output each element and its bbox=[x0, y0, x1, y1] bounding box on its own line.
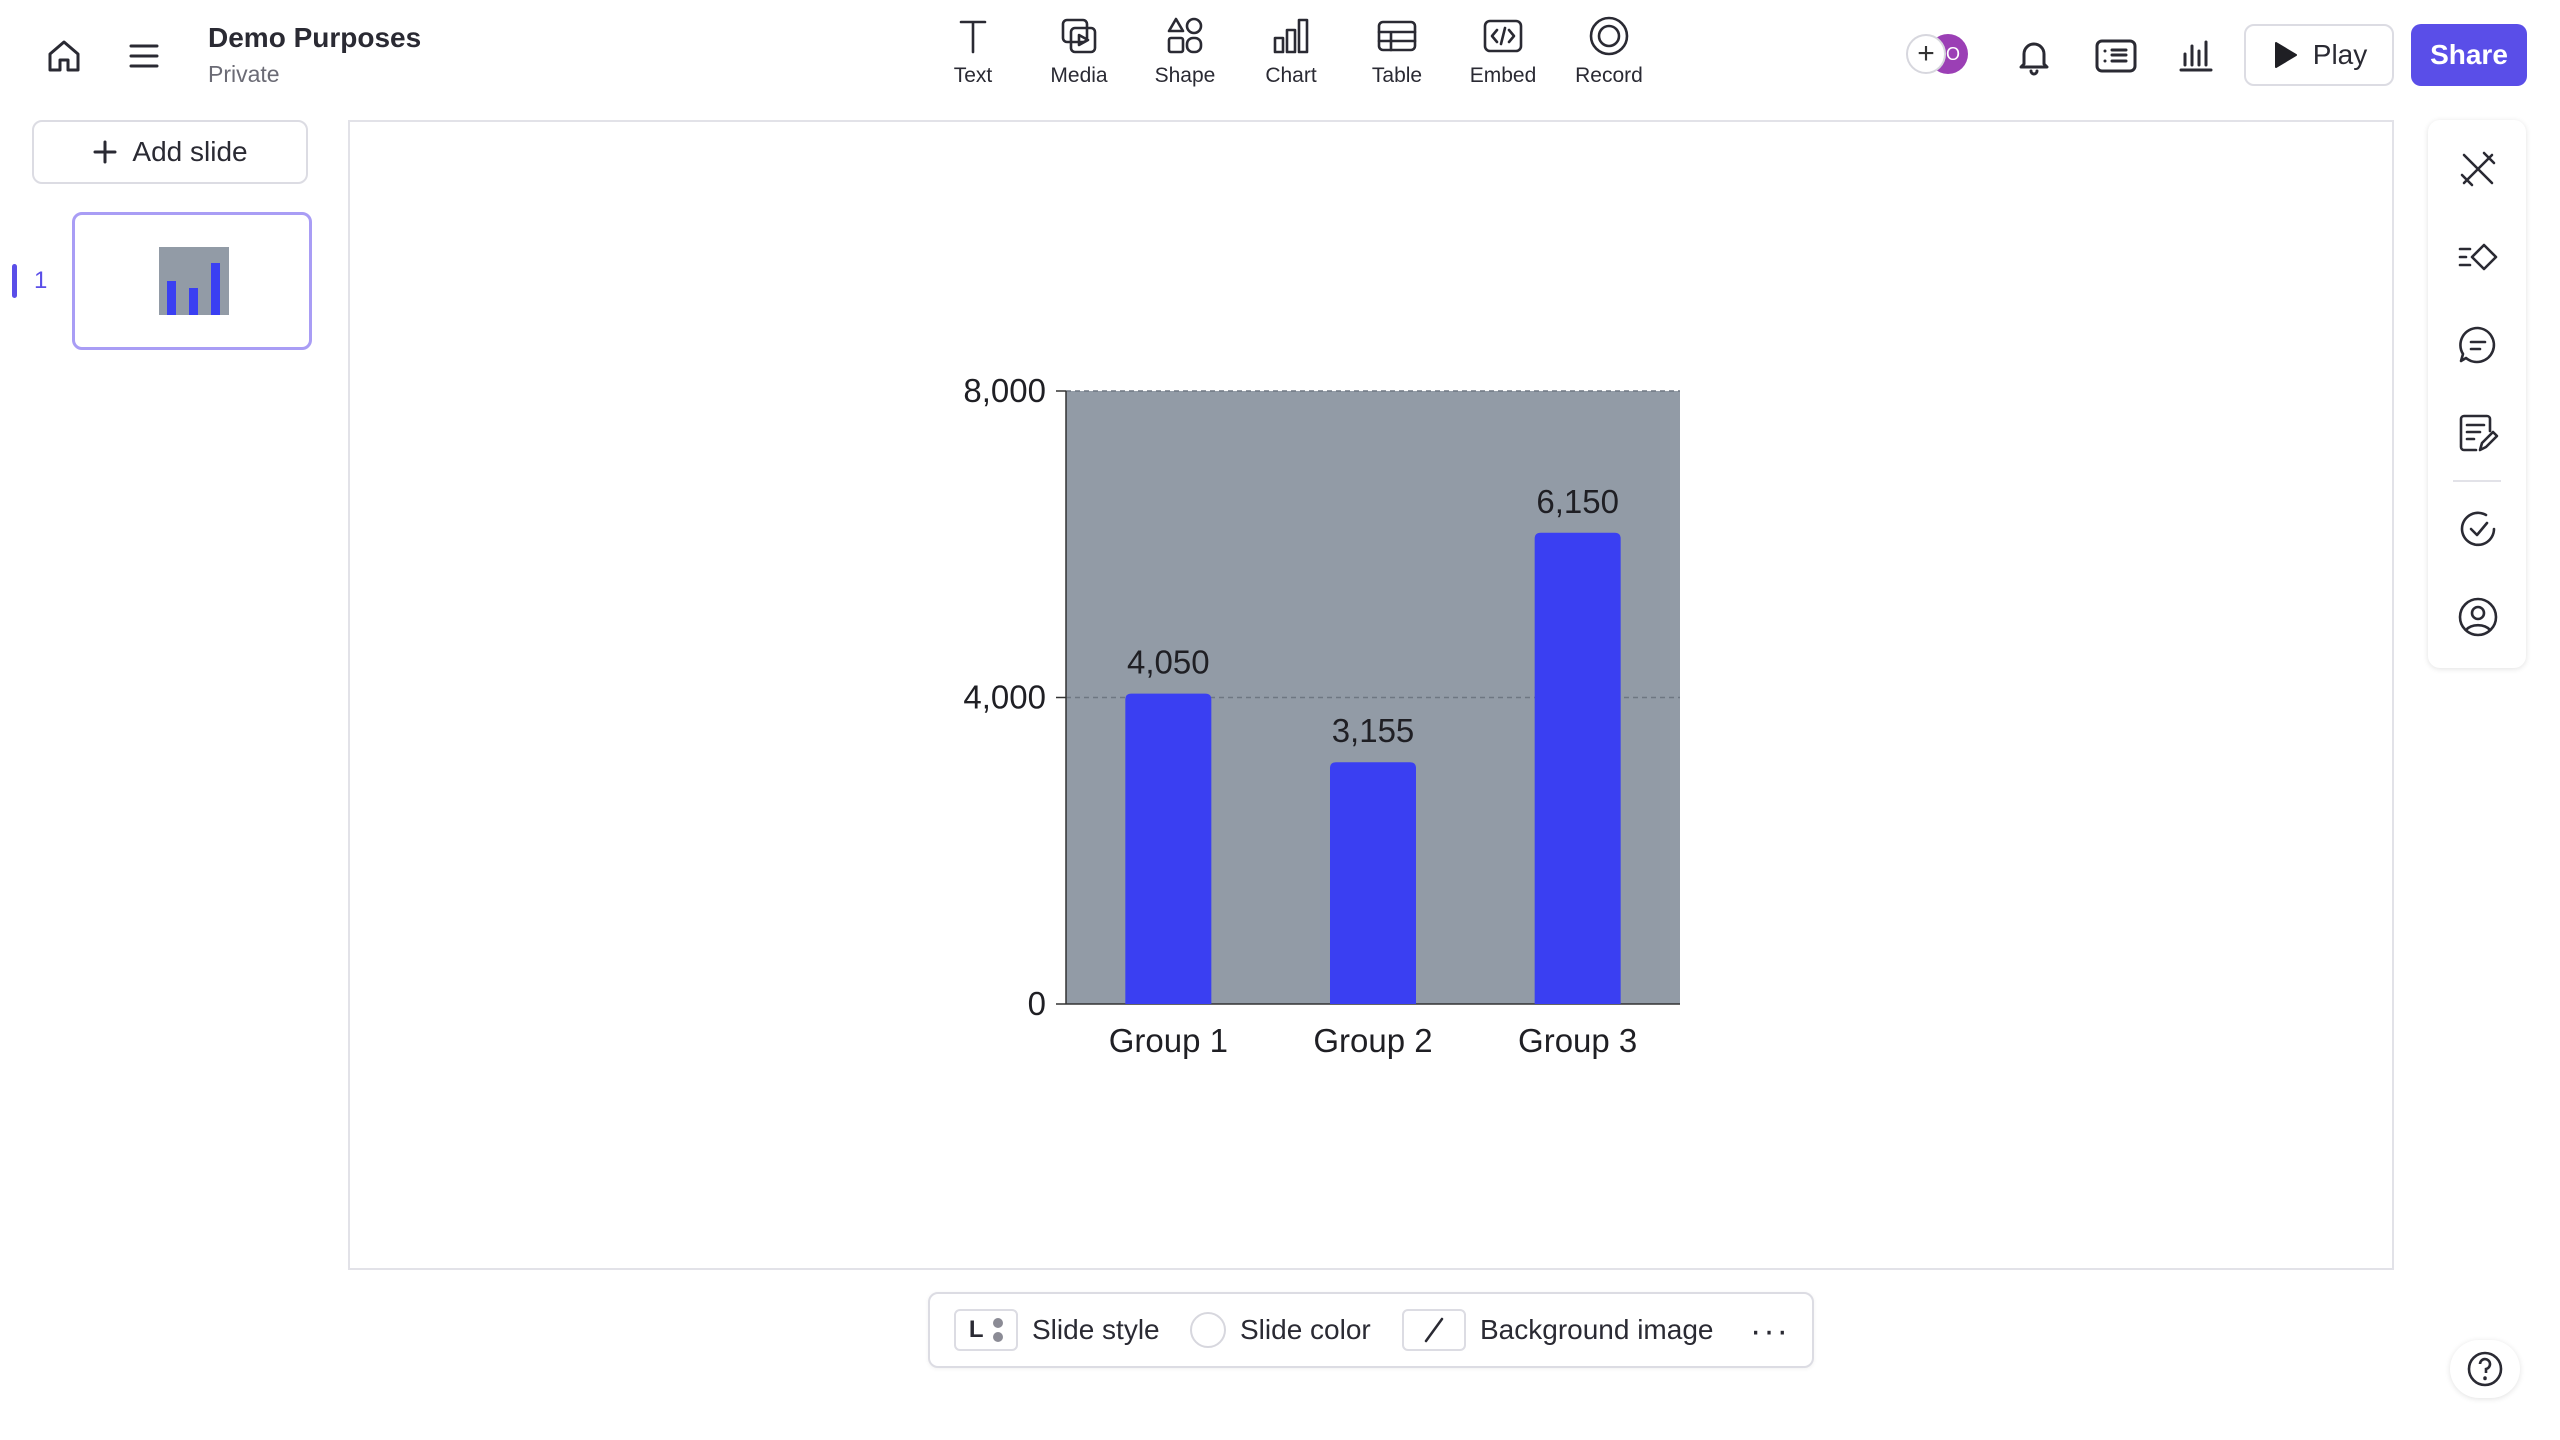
tool-embed[interactable]: Embed bbox=[1450, 14, 1556, 98]
tool-label: Chart bbox=[1265, 64, 1317, 87]
tool-chart[interactable]: Chart bbox=[1238, 14, 1344, 98]
top-bar: Demo Purposes Private Text Media Shape C… bbox=[0, 0, 2560, 112]
user-icon[interactable] bbox=[2455, 594, 2501, 640]
bar bbox=[1125, 693, 1212, 1004]
add-slide-label: Add slide bbox=[132, 136, 248, 167]
interactions-icon[interactable] bbox=[2455, 234, 2501, 280]
bell-icon[interactable] bbox=[2010, 32, 2058, 80]
tool-media[interactable]: Media bbox=[1026, 14, 1132, 98]
slide-style-label: Slide style bbox=[1032, 1314, 1160, 1345]
right-rail bbox=[2428, 120, 2526, 668]
background-image-button[interactable]: Background image bbox=[1402, 1294, 1713, 1366]
menu-icon[interactable] bbox=[120, 34, 168, 78]
comments-icon[interactable] bbox=[2455, 322, 2501, 368]
slide-color-label: Slide color bbox=[1240, 1314, 1371, 1345]
document-title[interactable]: Demo Purposes bbox=[208, 22, 422, 53]
slide-settings-toolbar: L Slide style Slide color Background ima… bbox=[928, 1292, 1814, 1368]
home-icon[interactable] bbox=[40, 34, 88, 78]
play-label: Play bbox=[2312, 39, 2368, 70]
tool-text[interactable]: Text bbox=[920, 14, 1026, 98]
record-icon bbox=[1589, 16, 1629, 56]
style-letter: L bbox=[968, 1316, 984, 1343]
data-label: 6,150 bbox=[1536, 483, 1619, 520]
embed-icon bbox=[1483, 19, 1523, 53]
tool-label: Embed bbox=[1469, 64, 1537, 87]
tool-label: Record bbox=[1575, 64, 1643, 87]
thumbnail-chart-preview bbox=[159, 247, 229, 319]
design-icon[interactable] bbox=[2455, 146, 2501, 192]
play-icon bbox=[2274, 42, 2297, 68]
text-icon bbox=[959, 20, 987, 54]
slide-style-preview: L bbox=[954, 1309, 1018, 1351]
slide-thumbnail[interactable] bbox=[72, 212, 312, 350]
more-options-button[interactable]: ··· bbox=[1750, 1312, 1790, 1350]
check-icon[interactable] bbox=[2455, 506, 2501, 552]
bar-chart[interactable]: 0 4,000 8,000 4,050 Group 1 3,155 Group 2 6,150… bbox=[350, 122, 2396, 1272]
data-label: 3,155 bbox=[1332, 712, 1415, 749]
invite-collaborator-button[interactable]: + bbox=[1906, 34, 1946, 74]
slide-style-button[interactable]: L Slide style bbox=[954, 1294, 1160, 1366]
y-tick-label: 8,000 bbox=[963, 372, 1046, 409]
tool-table[interactable]: Table bbox=[1344, 14, 1450, 98]
slide-canvas[interactable]: 0 4,000 8,000 4,050 Group 1 3,155 Group 2 6,150… bbox=[348, 120, 2394, 1270]
background-image-label: Background image bbox=[1480, 1314, 1714, 1345]
data-label: 4,050 bbox=[1127, 644, 1210, 681]
document-visibility: Private bbox=[208, 61, 280, 87]
chart-icon bbox=[1273, 18, 1309, 54]
x-tick-label: Group 1 bbox=[1109, 1022, 1228, 1059]
x-tick-label: Group 2 bbox=[1313, 1022, 1432, 1059]
shape-icon bbox=[1167, 17, 1203, 54]
x-tick-label: Group 3 bbox=[1518, 1022, 1637, 1059]
share-button[interactable]: Share bbox=[2411, 24, 2527, 86]
tool-label: Text bbox=[953, 64, 993, 87]
tool-record[interactable]: Record bbox=[1556, 14, 1662, 98]
style-dots-icon bbox=[993, 1318, 1004, 1342]
tool-label: Shape bbox=[1154, 64, 1216, 87]
play-button[interactable]: Play bbox=[2244, 24, 2394, 86]
active-slide-indicator bbox=[12, 264, 17, 298]
insert-toolbar: Text Media Shape Chart Table Embed bbox=[920, 14, 1662, 98]
slide-color-swatch bbox=[1190, 1312, 1226, 1348]
table-icon bbox=[1377, 20, 1417, 52]
rail-divider bbox=[2453, 480, 2501, 482]
tool-shape[interactable]: Shape bbox=[1132, 14, 1238, 98]
tool-label: Table bbox=[1371, 64, 1423, 87]
bar bbox=[1534, 532, 1621, 1004]
plus-icon bbox=[93, 140, 117, 164]
media-icon bbox=[1061, 18, 1097, 54]
add-slide-button[interactable]: Add slide bbox=[32, 120, 308, 184]
y-tick-label: 4,000 bbox=[963, 679, 1046, 716]
tool-label: Media bbox=[1050, 64, 1108, 87]
background-image-swatch bbox=[1402, 1309, 1466, 1351]
help-button[interactable] bbox=[2450, 1340, 2520, 1398]
y-tick-label: 0 bbox=[1028, 985, 1046, 1022]
presenter-icon[interactable] bbox=[2090, 32, 2142, 80]
slide-color-button[interactable]: Slide color bbox=[1190, 1294, 1371, 1366]
notes-icon[interactable] bbox=[2455, 410, 2501, 456]
bar bbox=[1330, 762, 1416, 1004]
slide-number: 1 bbox=[34, 267, 48, 294]
help-icon bbox=[2467, 1351, 2503, 1387]
analytics-icon[interactable] bbox=[2172, 32, 2220, 80]
